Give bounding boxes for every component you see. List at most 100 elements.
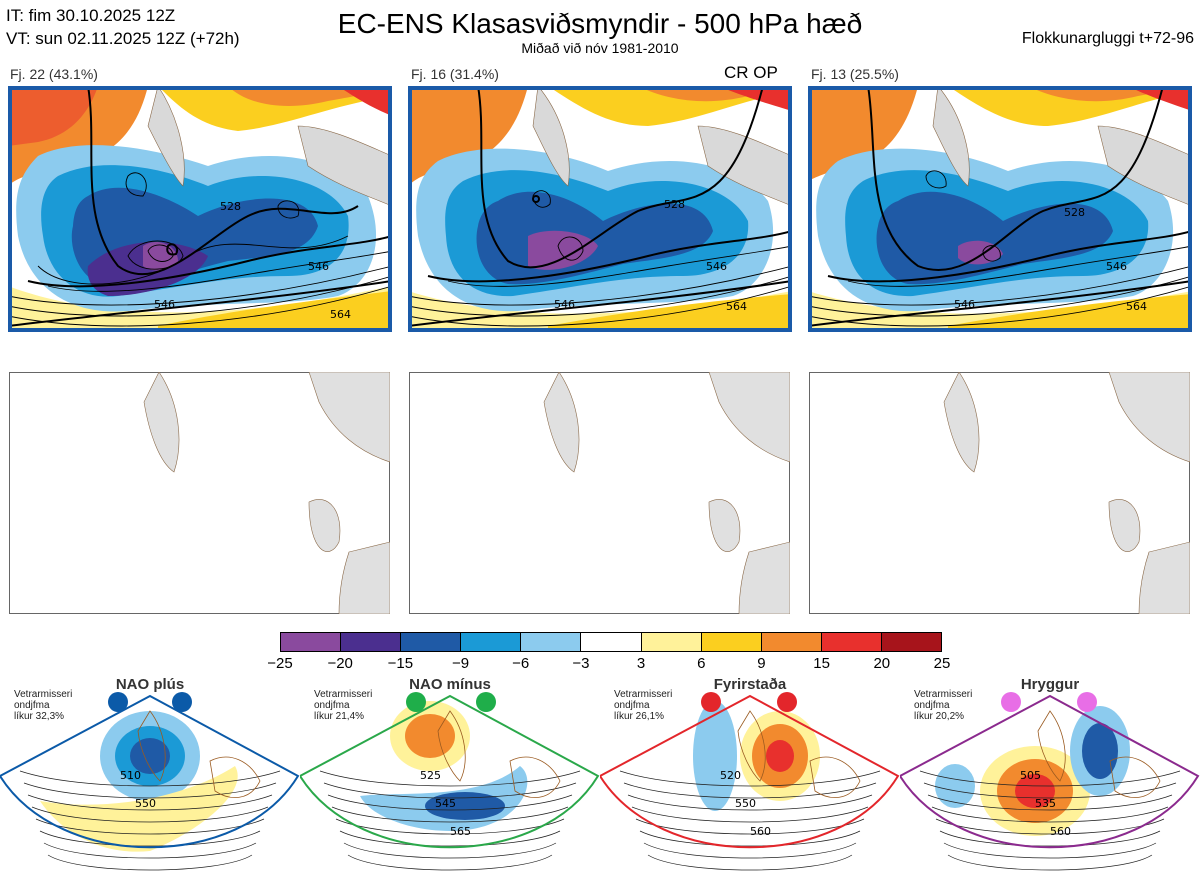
regime-marker-dot (476, 692, 496, 712)
coastline (137, 710, 166, 782)
regime-marker-dot (701, 692, 721, 712)
regime-probability-text: Vetrarmisseri ondjfma líkur 32,3% (14, 689, 72, 722)
bold-contours (808, 86, 1192, 327)
colorbar-tick-label: 15 (813, 655, 830, 672)
initial-time: IT: fim 30.10.2025 12Z (6, 6, 176, 25)
british-isles-land (708, 499, 741, 552)
regime-text-line: Vetrarmisseri (14, 689, 73, 700)
contour-label: 565 (450, 825, 471, 838)
contour-label: 546 (554, 298, 575, 311)
coastline (209, 756, 261, 798)
colorbar-segment (641, 633, 702, 651)
colorbar-tick-label: 3 (636, 655, 646, 672)
scandinavia-land (1108, 372, 1190, 463)
anomaly-field (808, 86, 1192, 332)
contour-label: 505 (1020, 769, 1041, 782)
coastline (809, 756, 861, 798)
regime-text-line: Vetrarmisseri (314, 689, 373, 700)
contour-label: 520 (720, 769, 741, 782)
cluster-map-3: 546 564 528 546 (808, 86, 1192, 332)
british-isles-land (1108, 499, 1141, 552)
regime-marker-dot (777, 692, 797, 712)
sector-border (0, 694, 300, 849)
height-contour (23, 782, 277, 799)
cluster-border (808, 86, 1192, 332)
contour-label: 525 (420, 769, 441, 782)
anomaly-field (8, 86, 392, 332)
regime-map: 525 545 565 (300, 694, 600, 871)
landmasses (147, 86, 392, 207)
regime-text-line: ondjfma (614, 700, 650, 711)
regime-probability-text: Vetrarmisseri ondjfma líkur 20,2% (914, 689, 972, 722)
height-contour (343, 842, 557, 859)
regime-marker-dot (406, 692, 426, 712)
negative-anomaly-core (425, 792, 505, 820)
height-contour (619, 770, 881, 787)
colorbar-tick-label: 25 (933, 655, 951, 672)
colorbar-tick-label: 6 (697, 655, 706, 672)
colorbar-segment (881, 633, 942, 651)
regime-text-line: ondjfma (914, 700, 950, 711)
greenland-land (943, 372, 980, 473)
landmasses (932, 86, 1192, 207)
contour-label: 528 (220, 200, 241, 213)
contour-label: 546 (954, 298, 975, 311)
regime-text-line: líkur 21,4% (314, 711, 365, 722)
colorbar-tick-label: −25 (267, 655, 293, 672)
scandinavia-land (308, 372, 390, 463)
regime-map: 510 550 (0, 694, 300, 871)
regime-map: 505 535 560 (900, 694, 1200, 871)
valid-time: VT: sun 02.11.2025 12Z (+72h) (6, 29, 240, 48)
height-contour (943, 842, 1157, 859)
colorbar-tick-label: 20 (873, 655, 891, 672)
height-contour (43, 842, 257, 859)
height-contour (627, 794, 873, 811)
regime-text-line: líkur 26,1% (614, 711, 665, 722)
regime-title: Fyrirstaða (713, 676, 787, 693)
height-contour (331, 806, 569, 823)
height-contour (647, 854, 853, 871)
british-isles-land (308, 499, 341, 552)
regime-text-line: ondjfma (14, 700, 50, 711)
height-contour (919, 770, 1181, 787)
positive-anomaly-core (405, 714, 455, 758)
cluster-border (8, 86, 392, 332)
negative-anomaly (935, 764, 975, 808)
contour-label: 560 (750, 825, 771, 838)
height-contours (8, 172, 392, 327)
height-contour (47, 854, 253, 871)
regime-title: Hryggur (1020, 676, 1080, 693)
regime-text-line: líkur 32,3% (14, 711, 65, 722)
positive-anomaly (40, 766, 238, 852)
height-contour (27, 794, 273, 811)
contour-label: 564 (1126, 300, 1147, 313)
colorbar-tick-label: 9 (757, 655, 766, 672)
height-contour (19, 770, 281, 787)
height-contour (639, 830, 861, 847)
height-contour (927, 794, 1173, 811)
colorbar (280, 632, 942, 652)
height-contour (39, 830, 261, 847)
contour-label: 528 (664, 198, 685, 211)
negative-anomaly-core (130, 738, 170, 774)
contour-label: 535 (1035, 797, 1056, 810)
colorbar-segment (401, 633, 462, 651)
colorbar-tick-label: −3 (572, 655, 590, 672)
height-contour (939, 830, 1161, 847)
positive-anomaly-core (1015, 774, 1055, 808)
regime-text-line: ondjfma (314, 700, 350, 711)
colorbar-segment (701, 633, 762, 651)
contour-label: 564 (330, 308, 351, 321)
coastline (437, 710, 466, 782)
regime-title: NAO plús (115, 676, 185, 693)
colorbar-tick-label: −15 (387, 655, 414, 672)
page-title: EC-ENS Klasasviðsmyndir - 500 hPa hæð (337, 8, 863, 39)
classification-window: Flokkunargluggi t+72-96 (1021, 30, 1194, 47)
coastline (1109, 756, 1161, 798)
regime-map: 520 550 560 (600, 694, 900, 871)
sector-border (600, 694, 900, 849)
regime-marker-dot (1001, 692, 1021, 712)
colorbar-tick-label: −6 (512, 655, 530, 672)
colorbar-segment (521, 633, 582, 651)
blank-map-1 (9, 372, 390, 614)
